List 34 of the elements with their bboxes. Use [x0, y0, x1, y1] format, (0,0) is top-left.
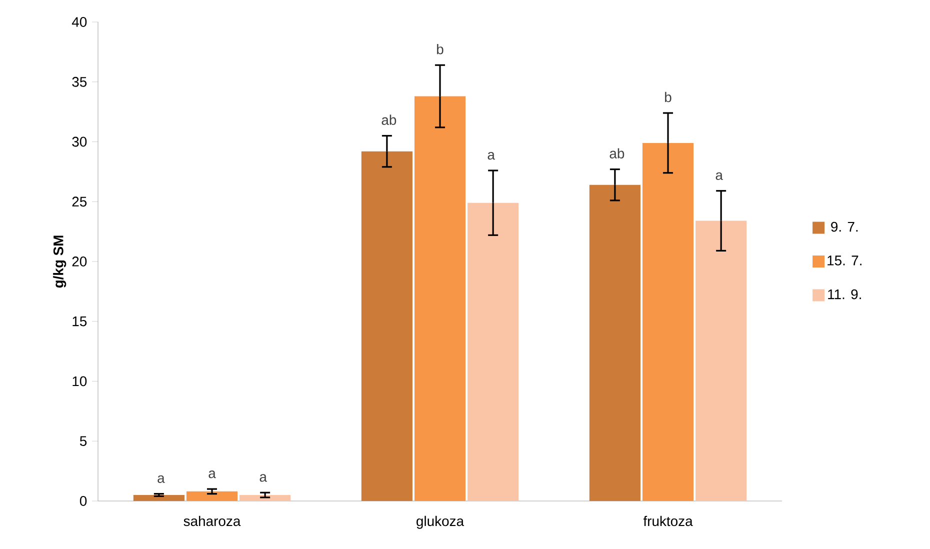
- x-tick-label: fruktoza: [643, 516, 693, 526]
- annotation: a: [158, 475, 165, 483]
- annotation: ab: [382, 114, 396, 125]
- y-axis-title: g/kg SM: [53, 236, 66, 288]
- y-tick-label: 25: [72, 196, 87, 207]
- y-tick-label: 15: [72, 316, 87, 326]
- x-tick-label: saharoza: [184, 516, 241, 526]
- bar: [414, 96, 466, 501]
- y-tick-label: 30: [72, 136, 87, 147]
- y-tick-label: 40: [72, 17, 87, 27]
- bar: [240, 495, 291, 501]
- legend-label: 15. 7.: [828, 256, 862, 266]
- bar: [642, 142, 694, 501]
- annotation: b: [665, 92, 672, 102]
- bar: [589, 184, 640, 501]
- annotation: a: [488, 152, 495, 160]
- bar: [186, 491, 238, 501]
- annotation: ab: [610, 148, 624, 158]
- annotation: a: [716, 172, 723, 180]
- bar: [133, 495, 184, 501]
- legend-label: 9. 7.: [831, 222, 858, 232]
- x-tick-label: glukoza: [416, 516, 464, 529]
- annotation: b: [437, 44, 444, 54]
- bar: [468, 202, 519, 501]
- annotation: a: [260, 474, 267, 482]
- bar: [361, 151, 412, 501]
- legend-label: 11. 9.: [828, 289, 861, 300]
- y-tick-label: 5: [80, 436, 87, 446]
- y-tick-label: 10: [72, 376, 87, 386]
- annotation: a: [208, 470, 216, 478]
- y-tick-label: 20: [72, 256, 87, 266]
- y-tick-label: 35: [72, 76, 87, 87]
- bar: [696, 220, 747, 501]
- y-tick-label: 0: [80, 496, 87, 506]
